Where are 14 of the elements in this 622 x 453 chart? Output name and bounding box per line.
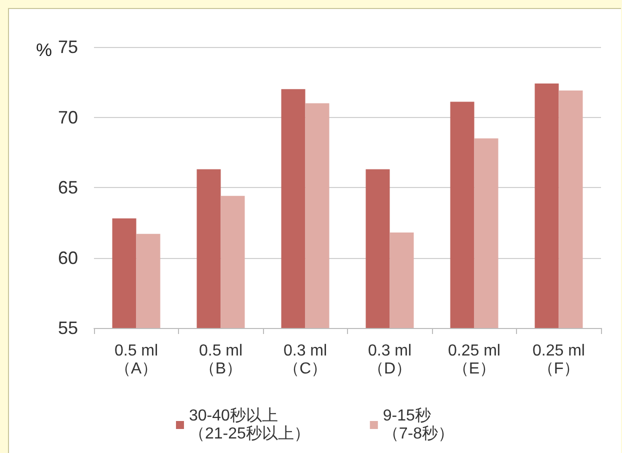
y-tick-label: 70: [58, 107, 78, 128]
y-axis-title: %: [36, 40, 52, 60]
y-tick-label: 55: [58, 318, 78, 338]
x-tick-label: 0.25 ml （E）: [448, 342, 500, 378]
legend-label: 30-40秒以上（21-25秒以上）: [188, 406, 310, 442]
x-tick-label: 0.3 ml （C）: [283, 342, 328, 378]
x-tick-label: 0.5 ml （A）: [114, 342, 158, 378]
x-tick-label: 0.3 ml （D）: [368, 342, 412, 378]
y-tick-label: 60: [58, 248, 78, 268]
y-tick-label: 75: [58, 37, 78, 57]
x-tick-label: 0.25 ml （F）: [532, 342, 585, 378]
y-tick-label: 65: [58, 178, 78, 198]
legend-label: 9-15秒（7-8秒）: [382, 406, 454, 442]
x-tick-label: 0.5 ml （B）: [198, 342, 243, 378]
